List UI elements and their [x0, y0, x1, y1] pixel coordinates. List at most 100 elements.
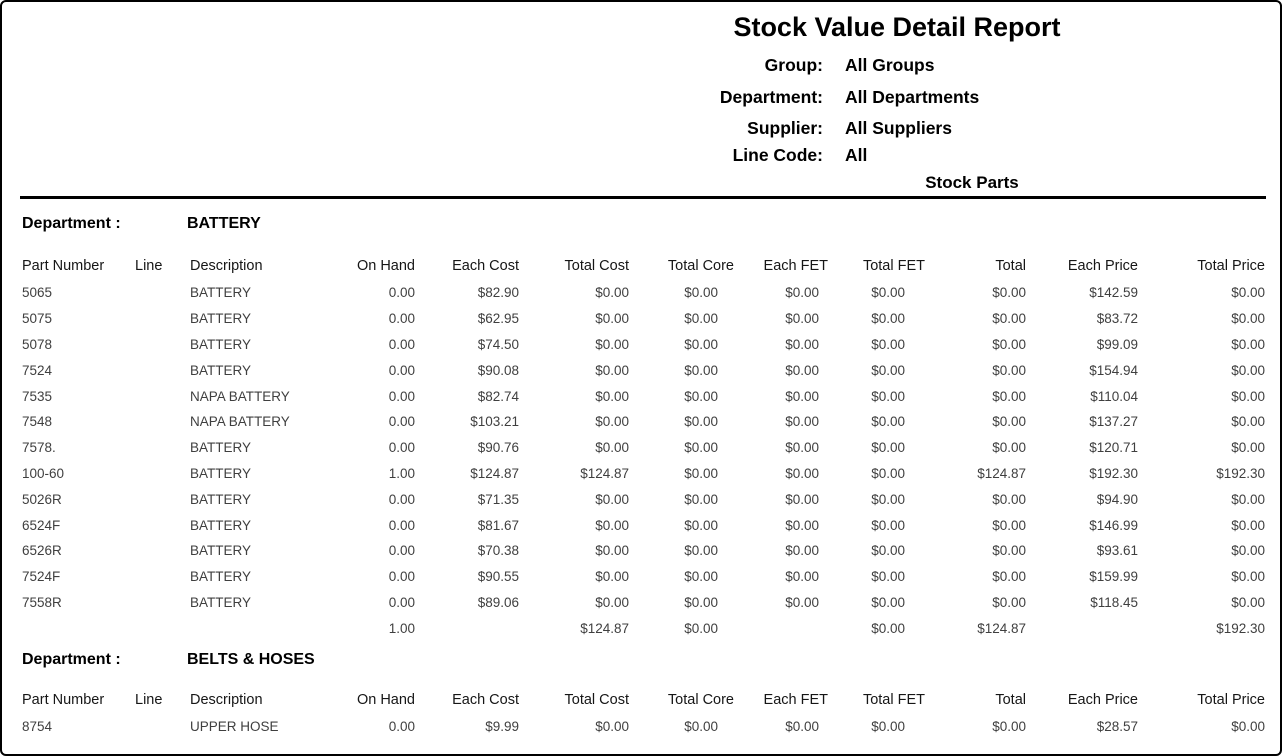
table-row: 5078 BATTERY 0.00 $74.50 $0.00 $0.00 $0.00 $0.0… — [22, 332, 1265, 358]
table-cell: 5065 — [22, 285, 53, 301]
table-cell: $99.09 — [1096, 336, 1138, 352]
table-cell: $0.00 — [684, 719, 718, 735]
table-row: 6524F BATTERY 0.00 $81.67 $0.00 $0.00 $0.00 $0.… — [22, 512, 1265, 538]
table-cell: 7578. — [22, 440, 56, 456]
table-cell: $0.00 — [871, 311, 905, 327]
table-cell: $0.00 — [992, 336, 1026, 352]
table-cell: $0.00 — [1231, 491, 1265, 507]
column-header-row: Part Number Line Description On Hand Each Co… — [22, 686, 1265, 714]
table-row: 7558R BATTERY 0.00 $89.06 $0.00 $0.00 $0.00 $0.… — [22, 590, 1265, 616]
totals-cell: $0.00 — [871, 620, 905, 636]
table-cell: $0.00 — [595, 491, 629, 507]
table-cell — [135, 435, 190, 461]
table-cell: $82.74 — [477, 388, 519, 404]
table-cell — [135, 306, 190, 332]
column-header-total-fet: Total FET — [862, 258, 925, 274]
table-row: 8754 UPPER HOSE 0.00 $9.99 $0.00 $0.00 $0.00 $0… — [22, 714, 1265, 740]
table-cell: $0.00 — [871, 440, 905, 456]
column-header-each-cost: Each Cost — [452, 692, 519, 708]
column-header-each-price: Each Price — [1067, 258, 1138, 274]
table-cell: $0.00 — [785, 569, 819, 585]
filter-label-line-code: Line Code: — [732, 145, 823, 165]
table-cell: $71.35 — [477, 491, 519, 507]
table-cell: $0.00 — [684, 594, 718, 610]
table-cell: $0.00 — [785, 491, 819, 507]
header-divider-line — [20, 196, 1266, 199]
table-cell: $142.59 — [1089, 285, 1138, 301]
department-label: Department : — [22, 215, 121, 232]
table-cell: 1.00 — [388, 465, 415, 481]
table-cell: $90.55 — [477, 569, 519, 585]
column-header-total-fet: Total FET — [862, 692, 925, 708]
table-cell: $0.00 — [684, 414, 718, 430]
filter-label-group: Group: — [764, 55, 823, 75]
table-cell: $0.00 — [1231, 517, 1265, 533]
table-cell — [135, 564, 190, 590]
filter-label-supplier: Supplier: — [747, 118, 823, 138]
table-cell: $0.00 — [992, 440, 1026, 456]
table-cell: BATTERY — [190, 517, 252, 533]
filter-value-department: All Departments — [845, 87, 980, 107]
table-cell: $0.00 — [785, 311, 819, 327]
totals-cell — [718, 615, 819, 641]
section-header-belts-hoses: Department : BELTS & HOSES — [22, 650, 622, 670]
table-cell: $124.87 — [977, 465, 1026, 481]
table-cell: $0.00 — [785, 336, 819, 352]
column-header-total: Total — [995, 692, 1026, 708]
column-header-total: Total — [995, 258, 1026, 274]
table-cell: $90.76 — [477, 440, 519, 456]
table-cell: $0.00 — [595, 311, 629, 327]
table-cell: $90.08 — [477, 362, 519, 378]
totals-row: 1.00 $124.87 $0.00 $0.00 $124.87 $192.30 — [22, 615, 1265, 641]
filter-value-group: All Groups — [845, 55, 935, 75]
table-cell: 0.00 — [388, 311, 415, 327]
table-cell: 0.00 — [388, 336, 415, 352]
table-cell: $0.00 — [595, 594, 629, 610]
table-row: 5075 BATTERY 0.00 $62.95 $0.00 $0.00 $0.00 $0.0… — [22, 306, 1265, 332]
filter-row-line-code: Line Code: All — [2, 144, 1280, 166]
table-row: 7524F BATTERY 0.00 $90.55 $0.00 $0.00 $0.00 $0.… — [22, 564, 1265, 590]
column-header-total-core: Total Core — [667, 258, 734, 274]
table-cell: $0.00 — [785, 465, 819, 481]
filter-value-supplier: All Suppliers — [845, 118, 952, 138]
table-row: 6526R BATTERY 0.00 $70.38 $0.00 $0.00 $0.00 $0.… — [22, 538, 1265, 564]
report-title: Stock Value Detail Report — [733, 12, 1061, 42]
table-cell: 0.00 — [388, 569, 415, 585]
table-cell: 5026R — [22, 491, 62, 507]
table-cell: BATTERY — [190, 285, 252, 301]
table-cell: UPPER HOSE — [190, 719, 279, 735]
table-cell: $110.04 — [1090, 388, 1138, 404]
table-cell: 7524F — [22, 569, 61, 585]
column-header-line: Line — [135, 692, 163, 708]
filter-row-group: Group: All Groups — [2, 54, 1280, 76]
table-cell: $0.00 — [595, 362, 629, 378]
table-cell: $0.00 — [785, 362, 819, 378]
table-cell: $154.94 — [1089, 362, 1138, 378]
table-cell: $94.90 — [1096, 491, 1138, 507]
table-cell: $0.00 — [595, 440, 629, 456]
table-cell: $0.00 — [871, 465, 905, 481]
totals-cell — [190, 615, 350, 641]
table-cell — [135, 538, 190, 564]
column-header-total-price: Total Price — [1197, 692, 1265, 708]
table-cell: $0.00 — [992, 543, 1026, 559]
table-cell: $137.27 — [1089, 414, 1138, 430]
table-cell: $146.99 — [1089, 517, 1138, 533]
table-row: 7524 BATTERY 0.00 $90.08 $0.00 $0.00 $0.00 $0.0… — [22, 357, 1265, 383]
column-header-on-hand: On Hand — [356, 692, 415, 708]
table-cell — [135, 590, 190, 616]
table-cell: BATTERY — [190, 491, 252, 507]
table-cell: $0.00 — [871, 388, 905, 404]
column-header-description: Description — [190, 692, 263, 708]
table-cell: 6524F — [22, 517, 61, 533]
table-cell: $0.00 — [684, 285, 718, 301]
column-header-part-number: Part Number — [22, 692, 105, 708]
column-header-total-core: Total Core — [667, 692, 734, 708]
table-cell: $0.00 — [992, 285, 1026, 301]
table-cell: NAPA BATTERY — [190, 414, 290, 430]
totals-cell: 1.00 — [388, 620, 415, 636]
table-cell: 7524 — [22, 362, 53, 378]
table-cell: $0.00 — [785, 517, 819, 533]
table-cell: $0.00 — [684, 440, 718, 456]
table-cell: $0.00 — [595, 388, 629, 404]
